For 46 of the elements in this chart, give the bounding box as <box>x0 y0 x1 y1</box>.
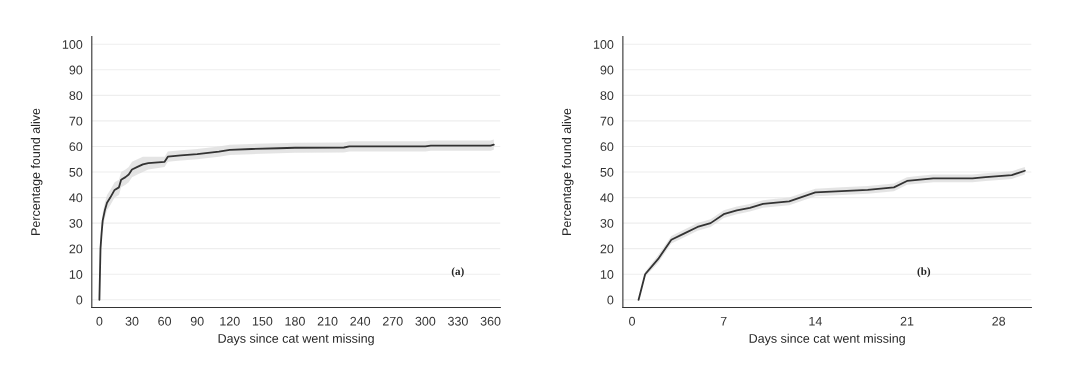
annotation: (b) <box>917 267 931 278</box>
y-tick-label: 10 <box>69 270 83 279</box>
x-axis-title: Days since cat went missing <box>218 333 374 346</box>
y-tick-label: 90 <box>69 65 83 75</box>
x-tick-label: 300 <box>415 316 436 326</box>
x-tick-label: 240 <box>350 316 371 326</box>
y-tick-label: 20 <box>69 244 83 254</box>
y-tick-label: 60 <box>600 142 614 152</box>
y-axis-title: Percentage found alive <box>561 108 574 235</box>
y-tick-label: 80 <box>600 91 614 101</box>
x-tick-label: 0 <box>96 316 103 326</box>
y-tick-label: 80 <box>69 91 83 101</box>
x-tick-label: 210 <box>317 316 338 326</box>
x-tick-label: 330 <box>448 316 468 326</box>
y-tick-label: 40 <box>600 193 614 203</box>
y-tick-label: 0 <box>607 295 614 305</box>
x-tick-label: 180 <box>285 316 305 326</box>
y-tick-label: 70 <box>69 116 83 126</box>
y-tick-label: 50 <box>69 167 83 177</box>
x-tick-label: 21 <box>900 316 914 326</box>
y-tick-label: 30 <box>600 218 614 228</box>
y-tick-label: 20 <box>600 244 614 254</box>
y-tick-label: 30 <box>69 218 83 228</box>
x-axis-title: Days since cat went missing <box>749 333 905 346</box>
y-tick-label: 100 <box>62 40 83 49</box>
x-tick-label: 90 <box>190 316 204 326</box>
y-axis-title: Percentage found alive <box>30 108 43 235</box>
y-tick-label: 50 <box>600 167 614 177</box>
x-tick-label: 120 <box>220 316 240 326</box>
x-tick-label: 270 <box>382 316 403 326</box>
x-tick-label: 60 <box>158 316 172 326</box>
y-tick-label: 60 <box>69 142 83 152</box>
x-tick-label: 0 <box>629 316 636 326</box>
x-tick-label: 14 <box>809 316 822 326</box>
y-tick-label: 0 <box>76 295 83 305</box>
y-tick-label: 10 <box>600 270 614 279</box>
y-tick-label: 100 <box>593 40 614 49</box>
annotation: (a) <box>451 267 464 278</box>
y-tick-label: 70 <box>600 116 614 126</box>
y-tick-label: 40 <box>69 193 83 203</box>
x-tick-label: 28 <box>992 316 1006 326</box>
y-tick-label: 90 <box>600 65 614 75</box>
x-tick-label: 30 <box>125 316 139 326</box>
x-tick-label: 7 <box>720 316 727 326</box>
x-tick-label: 360 <box>480 316 501 326</box>
x-tick-label: 150 <box>252 316 273 326</box>
